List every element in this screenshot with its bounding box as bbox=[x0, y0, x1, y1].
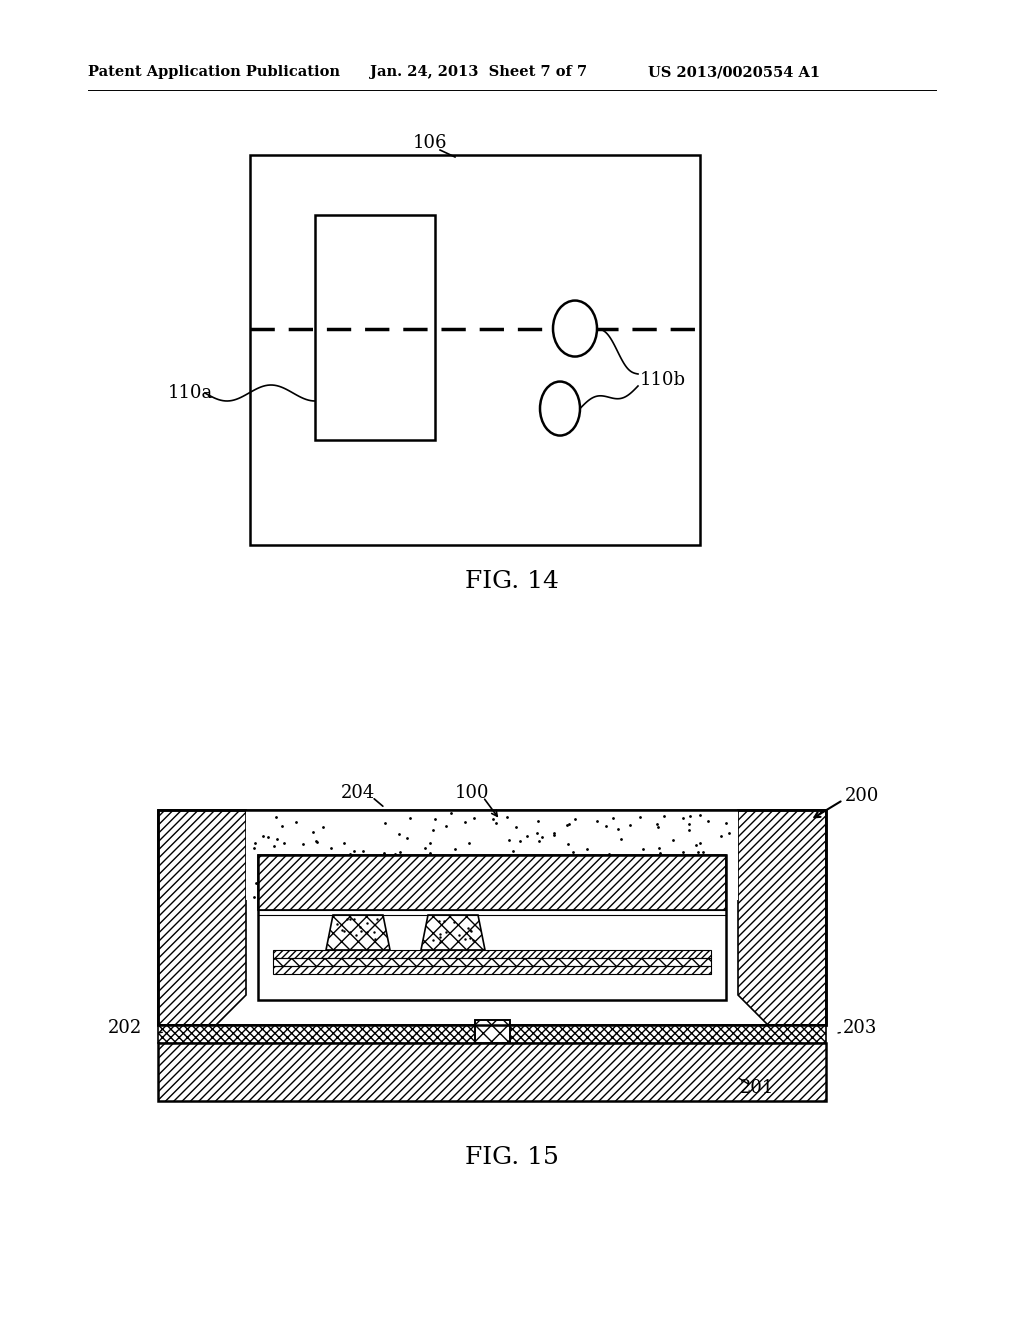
Text: 201: 201 bbox=[740, 1078, 774, 1097]
Text: 110a: 110a bbox=[168, 384, 213, 403]
Bar bbox=[273, 950, 711, 958]
Bar bbox=[158, 1043, 826, 1101]
Bar bbox=[246, 810, 738, 900]
Text: FIG. 14: FIG. 14 bbox=[465, 570, 559, 594]
Bar bbox=[158, 1026, 826, 1043]
Bar bbox=[258, 855, 726, 1001]
Bar bbox=[258, 855, 726, 909]
Bar bbox=[158, 810, 826, 1026]
Bar bbox=[315, 215, 435, 440]
Ellipse shape bbox=[540, 381, 580, 436]
Bar bbox=[475, 1020, 510, 1043]
Text: US 2013/0020554 A1: US 2013/0020554 A1 bbox=[648, 65, 820, 79]
Text: 204: 204 bbox=[341, 784, 375, 803]
Bar bbox=[475, 1020, 510, 1043]
Text: FIG. 15: FIG. 15 bbox=[465, 1147, 559, 1170]
Text: 203: 203 bbox=[843, 1019, 878, 1038]
Bar bbox=[158, 810, 826, 1026]
Bar bbox=[273, 958, 711, 966]
Text: 200: 200 bbox=[845, 787, 880, 805]
Text: 110b: 110b bbox=[640, 371, 686, 389]
Text: Jan. 24, 2013  Sheet 7 of 7: Jan. 24, 2013 Sheet 7 of 7 bbox=[370, 65, 587, 79]
Text: 100: 100 bbox=[455, 784, 489, 803]
Ellipse shape bbox=[553, 301, 597, 356]
Bar bbox=[273, 966, 711, 974]
Text: 202: 202 bbox=[108, 1019, 142, 1038]
Text: 106: 106 bbox=[413, 135, 447, 152]
Text: Patent Application Publication: Patent Application Publication bbox=[88, 65, 340, 79]
Bar bbox=[250, 154, 700, 545]
